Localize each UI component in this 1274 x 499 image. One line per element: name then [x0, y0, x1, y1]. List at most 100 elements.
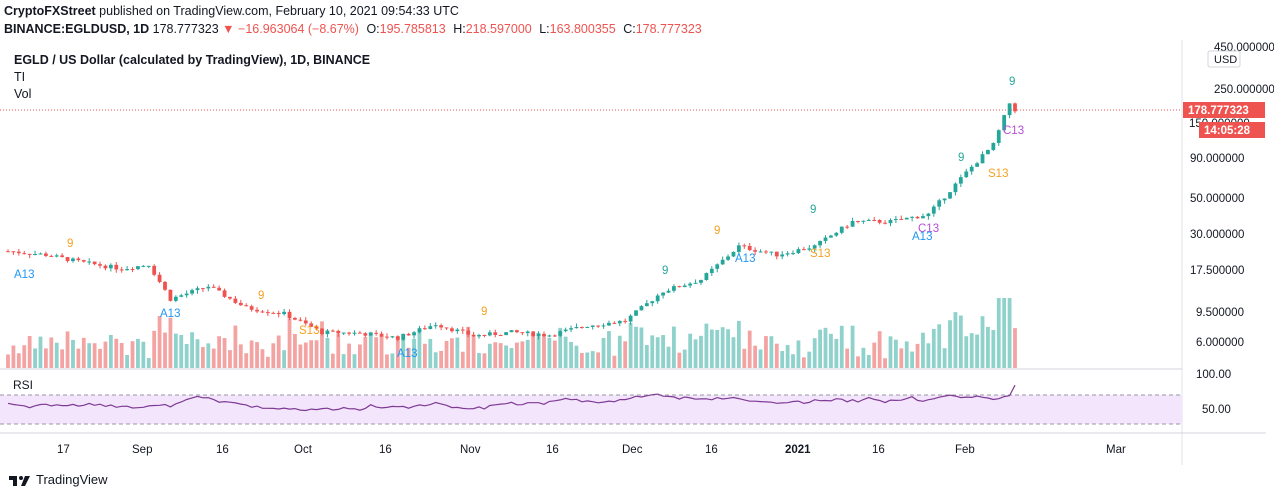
last-price: 178.777323: [152, 22, 219, 36]
candle-body: [119, 269, 124, 271]
volume-bar: [108, 334, 113, 368]
volume-bar: [211, 348, 216, 368]
volume-bar: [780, 351, 785, 368]
volume-bar: [71, 339, 75, 368]
candle-body: [141, 265, 146, 267]
volume-bar: [969, 333, 974, 368]
td-sequential-label: 9: [662, 265, 668, 277]
candle-body: [953, 183, 958, 193]
volume-bar: [579, 353, 584, 368]
low-value: 163.800355: [549, 22, 616, 36]
candle-body: [271, 312, 276, 314]
volume-bar: [222, 338, 227, 368]
indicator-ti[interactable]: TI: [14, 70, 26, 84]
candle-body: [893, 219, 898, 221]
td-sequential-label: S13: [988, 168, 1008, 180]
candle-body: [401, 333, 406, 340]
volume-bar: [238, 344, 243, 368]
last-price-tag: [1183, 102, 1265, 118]
volume-bar: [975, 334, 979, 368]
candle-body: [883, 222, 887, 224]
candle-body: [482, 334, 487, 336]
volume-bar: [986, 326, 990, 368]
volume-bar: [141, 341, 146, 368]
volume-bar: [249, 340, 254, 368]
volume-bar: [547, 337, 552, 368]
volume-bar: [228, 350, 232, 368]
candle-body: [477, 334, 481, 337]
candle-body: [336, 330, 341, 334]
volume-bar: [363, 337, 368, 368]
footer-brand: TradingView: [8, 472, 108, 487]
volume-bar: [65, 331, 70, 368]
volume-bar: [293, 333, 297, 368]
candle-body: [531, 331, 536, 336]
candle-body: [417, 328, 422, 333]
volume-bar: [341, 354, 346, 368]
time-tick: Mar: [1106, 444, 1126, 456]
volume-bar: [482, 353, 487, 368]
time-tick: Sep: [132, 444, 152, 456]
volume-bar: [888, 336, 893, 368]
volume-bar: [791, 354, 795, 368]
time-tick: 17: [57, 444, 70, 456]
volume-bar: [531, 333, 536, 368]
volume-bar: [958, 315, 963, 368]
candle-body: [303, 320, 308, 324]
candle-body: [731, 251, 736, 257]
candle-body: [428, 326, 433, 330]
candle-body: [125, 268, 130, 271]
candle-body: [839, 226, 844, 233]
volume-bar: [921, 332, 925, 368]
volume-bar: [1013, 328, 1017, 368]
volume-bar: [856, 356, 860, 368]
indicator-vol[interactable]: Vol: [14, 87, 32, 101]
tradingview-logo-icon: [9, 475, 30, 486]
candle-body: [374, 332, 379, 334]
volume-bar: [677, 352, 682, 368]
volume-bar: [325, 337, 330, 368]
time-tick: 16: [705, 444, 718, 456]
td-sequential-label: A13: [397, 348, 417, 360]
high-label: H:: [453, 22, 466, 36]
candle-body: [487, 332, 492, 336]
volume-bar: [628, 322, 633, 368]
candle-body: [726, 256, 730, 260]
volume-bar: [136, 338, 140, 368]
rsi-label: RSI: [13, 378, 34, 392]
candle-body: [547, 335, 552, 337]
currency-button[interactable]: [1207, 50, 1241, 68]
volume-bar: [130, 341, 135, 368]
candle-body: [136, 266, 140, 270]
volume-bar: [336, 333, 341, 368]
time-tick: Feb: [955, 444, 975, 456]
volume-bar: [785, 345, 790, 368]
candle-body: [352, 332, 357, 334]
volume-bar: [320, 321, 324, 368]
candle-body: [282, 311, 287, 315]
candle-body: [866, 219, 871, 221]
volume-bar: [720, 327, 725, 368]
candle-body: [157, 274, 162, 282]
time-tick: Oct: [294, 444, 313, 456]
volume-bar: [682, 349, 687, 368]
candle-body: [38, 253, 43, 255]
volume-bar: [276, 335, 281, 368]
volume-bar: [38, 336, 43, 368]
volume-bar: [904, 341, 909, 368]
volume-bar: [190, 332, 194, 368]
volume-bar: [358, 344, 362, 368]
volume-bar: [168, 317, 173, 368]
candle-body: [747, 245, 752, 251]
candle-body: [742, 245, 747, 247]
candle-body: [937, 200, 942, 207]
volume-bar: [179, 334, 184, 368]
volume-bar: [347, 343, 351, 368]
volume-bar: [374, 337, 379, 368]
candle-body: [818, 240, 822, 246]
candle-body: [206, 286, 211, 289]
candle-body: [650, 301, 655, 304]
volume-bar: [287, 318, 292, 368]
time-tick-year: 2021: [785, 444, 811, 456]
